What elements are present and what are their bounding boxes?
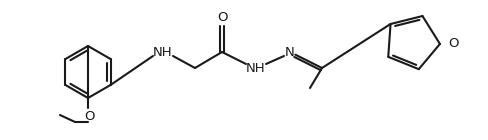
Text: O: O <box>217 10 227 24</box>
Text: NH: NH <box>153 46 173 59</box>
Text: O: O <box>84 109 94 122</box>
Text: N: N <box>285 46 295 59</box>
Text: NH: NH <box>246 61 266 74</box>
Text: O: O <box>448 38 458 50</box>
